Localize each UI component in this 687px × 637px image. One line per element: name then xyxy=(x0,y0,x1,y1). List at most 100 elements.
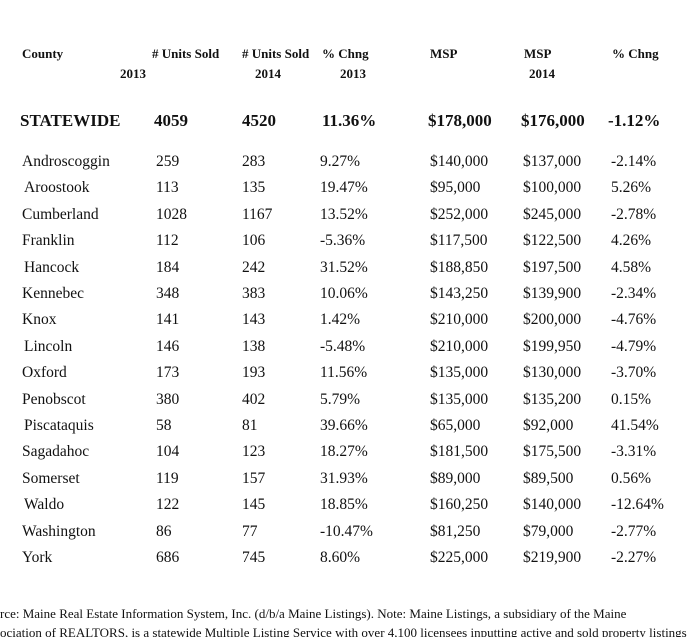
footer-note: rce: Maine Real Estate Information Syste… xyxy=(0,606,627,621)
header-label: % Chng xyxy=(612,46,659,61)
cell: 113 xyxy=(156,179,179,197)
county-name: Penobscot xyxy=(22,390,86,408)
cell: -2.34% xyxy=(611,285,657,302)
cell: -2.27% xyxy=(611,549,657,566)
cell: 11.56% xyxy=(320,364,368,382)
county-name: Hancock xyxy=(24,258,80,276)
county-name: Kennebec xyxy=(22,285,84,302)
cell: 145 xyxy=(242,496,266,514)
cell: $181,500 xyxy=(430,443,489,461)
header-label: MSP xyxy=(430,46,458,61)
cell: 380 xyxy=(156,390,180,408)
cell: 138 xyxy=(242,337,266,355)
cell: 18.85% xyxy=(320,496,368,514)
cell: 745 xyxy=(242,549,266,566)
cell: 143 xyxy=(242,311,266,329)
cell: $140,000 xyxy=(523,496,582,514)
cell: 77 xyxy=(242,522,258,540)
cell: 123 xyxy=(242,443,266,461)
cell: $197,500 xyxy=(523,258,582,276)
county-name: Cumberland xyxy=(22,205,99,223)
cell: 39.66% xyxy=(320,417,368,434)
cell: 112 xyxy=(156,232,179,250)
cell: $135,200 xyxy=(523,390,582,408)
cell: 58 xyxy=(156,417,172,434)
county-name: York xyxy=(22,549,53,566)
cell: 0.56% xyxy=(611,469,652,487)
cell: 135 xyxy=(242,179,266,197)
header-year: 2013 xyxy=(120,66,146,81)
cell: $225,000 xyxy=(430,549,489,566)
cell: $100,000 xyxy=(523,179,582,197)
statewide-cell: -1.12% xyxy=(608,111,661,130)
cell: $122,500 xyxy=(523,232,582,250)
cell: $140,000 xyxy=(430,153,489,170)
cell: $81,250 xyxy=(430,522,481,540)
cell: 173 xyxy=(156,364,180,382)
cell: 146 xyxy=(156,337,180,355)
cell: 4.26% xyxy=(611,232,652,250)
cell: $130,000 xyxy=(523,364,582,382)
cell: $65,000 xyxy=(430,417,481,434)
county-name: Piscataquis xyxy=(24,417,94,434)
cell: 106 xyxy=(242,232,266,250)
county-name: Oxford xyxy=(22,364,67,382)
cell: -3.31% xyxy=(611,443,657,461)
header-label: % Chng xyxy=(322,46,369,61)
statewide-cell: $176,000 xyxy=(521,111,585,130)
cell: $210,000 xyxy=(430,311,489,329)
statewide-cell: 4520 xyxy=(242,111,276,130)
cell: 31.93% xyxy=(320,469,368,487)
footer-note: ociation of REALTORS, is a statewide Mul… xyxy=(0,625,687,637)
cell: $95,000 xyxy=(430,179,481,197)
cell: 5.79% xyxy=(320,390,361,408)
county-name: Franklin xyxy=(22,232,75,250)
cell: $89,000 xyxy=(430,469,481,487)
cell: $143,250 xyxy=(430,285,489,302)
cell: $252,000 xyxy=(430,205,489,223)
cell: 383 xyxy=(242,285,266,302)
county-name: Aroostook xyxy=(24,179,90,197)
header-label: # Units Sold xyxy=(152,46,220,61)
cell: $210,000 xyxy=(430,337,489,355)
cell: -5.48% xyxy=(320,337,366,355)
cell: 402 xyxy=(242,390,266,408)
cell: 5.26% xyxy=(611,179,652,197)
cell: 19.47% xyxy=(320,179,368,197)
cell: -4.79% xyxy=(611,337,657,355)
header-year: 2013 xyxy=(340,66,366,81)
cell: 8.60% xyxy=(320,549,361,566)
cell: -4.76% xyxy=(611,311,657,329)
cell: $200,000 xyxy=(523,311,582,329)
cell: $219,900 xyxy=(523,549,582,566)
cell: 157 xyxy=(242,469,266,487)
cell: 18.27% xyxy=(320,443,368,461)
cell: 10.06% xyxy=(320,285,368,302)
county-name: Somerset xyxy=(22,469,80,487)
cell: 104 xyxy=(156,443,180,461)
cell: $79,000 xyxy=(523,522,574,540)
cell: 41.54% xyxy=(611,417,659,434)
cell: 141 xyxy=(156,311,180,329)
cell: $135,000 xyxy=(430,390,489,408)
header-year: 2014 xyxy=(255,66,281,81)
header-label: MSP xyxy=(524,46,552,61)
header-label: County xyxy=(22,46,64,61)
cell: -3.70% xyxy=(611,364,657,382)
cell: $175,500 xyxy=(523,443,582,461)
cell: 86 xyxy=(156,522,172,540)
cell: $245,000 xyxy=(523,205,582,223)
county-name: Androscoggin xyxy=(22,153,110,170)
cell: 9.27% xyxy=(320,153,361,170)
county-name: Sagadahoc xyxy=(22,443,90,461)
cell: -12.64% xyxy=(611,496,664,514)
cell: 0.15% xyxy=(611,390,652,408)
cell: 31.52% xyxy=(320,258,368,276)
cell: -5.36% xyxy=(320,232,366,250)
cell: $199,950 xyxy=(523,337,582,355)
county-name: Waldo xyxy=(24,496,65,514)
cell: 81 xyxy=(242,417,258,434)
county-name: Knox xyxy=(22,311,57,329)
cell: $135,000 xyxy=(430,364,489,382)
